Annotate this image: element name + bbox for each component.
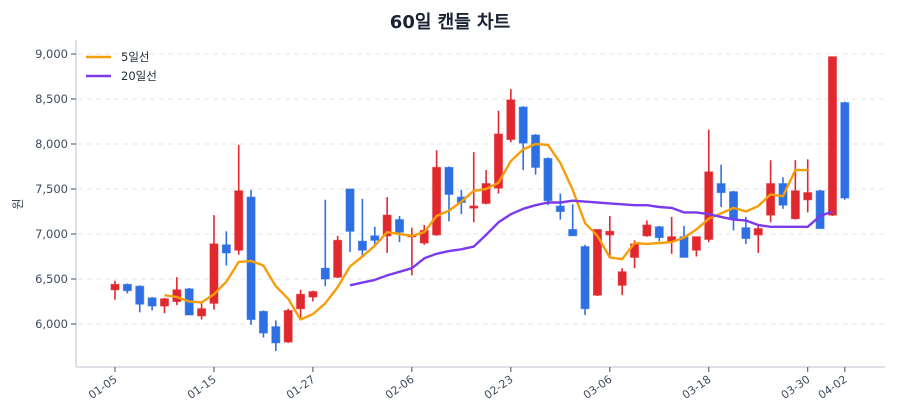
candle-up — [642, 220, 652, 237]
y-tick-label: 7,500 — [35, 182, 68, 196]
candles — [110, 56, 850, 351]
candle-down — [654, 225, 664, 242]
candle-up — [469, 152, 479, 223]
candle-up — [592, 229, 602, 297]
candle-up — [827, 56, 837, 216]
candle-down — [221, 231, 231, 266]
candle-up — [617, 268, 627, 296]
x-tick-label: 04-02 — [816, 373, 850, 402]
candle-up — [110, 280, 120, 300]
candle-down — [444, 166, 454, 222]
candle-up — [159, 297, 169, 314]
y-axis-label: 원 — [11, 198, 25, 209]
candle-up — [333, 235, 343, 279]
legend-item: 20일선 — [86, 69, 157, 83]
candle-down — [395, 216, 405, 243]
candle-up — [172, 277, 182, 306]
x-tick-label: 03-30 — [779, 373, 813, 402]
candle-up — [704, 129, 714, 243]
candle-up — [296, 289, 306, 321]
ma5-line — [164, 142, 808, 321]
candle-up — [667, 216, 677, 254]
candle-up — [382, 197, 392, 253]
candle-up — [803, 159, 813, 213]
candle-up — [605, 216, 615, 258]
x-tick-label: 01-27 — [284, 373, 318, 402]
y-axis-ticks: 6,000 6,500 7,000 7,500 8,000 8,500 9,000 — [35, 47, 76, 331]
candle-down — [543, 157, 553, 206]
candle-down — [518, 106, 528, 171]
candle-down — [815, 189, 825, 230]
x-tick-label: 02-06 — [383, 373, 417, 402]
candle-down — [840, 101, 850, 200]
candle-up — [308, 290, 318, 302]
candle-up — [753, 224, 763, 253]
candle-up — [691, 236, 701, 257]
candle-up — [481, 170, 491, 205]
candle-down — [580, 244, 590, 315]
candle-down — [135, 285, 145, 313]
x-tick-label: 03-06 — [581, 373, 615, 402]
moving-average-lines — [164, 142, 833, 321]
candle-down — [320, 199, 330, 287]
x-tick-label: 02-23 — [482, 373, 516, 402]
x-axis-ticks: 01-05 01-15 01-27 02-06 02-23 03-06 03-18 03-30… — [86, 367, 850, 402]
legend-label: 20일선 — [121, 69, 157, 83]
ma20-line — [349, 199, 833, 287]
axes — [75, 40, 885, 368]
candle-up — [283, 308, 293, 343]
legend-item: 5일선 — [86, 50, 149, 64]
candle-down — [679, 225, 689, 258]
candle-up — [506, 89, 516, 143]
y-tick-label: 8,500 — [35, 92, 68, 106]
candle-down — [122, 283, 132, 294]
candle-up — [766, 160, 776, 223]
candle-down — [271, 320, 281, 351]
candle-up — [234, 144, 244, 255]
y-tick-label: 6,000 — [35, 317, 68, 331]
y-tick-label: 9,000 — [35, 47, 68, 61]
candle-down — [531, 134, 541, 175]
candle-down — [246, 189, 256, 325]
candle-down — [568, 204, 578, 237]
y-tick-label: 7,000 — [35, 227, 68, 241]
legend: 5일선 20일선 — [86, 50, 157, 83]
y-tick-label: 6,500 — [35, 272, 68, 286]
x-tick-label: 01-15 — [185, 373, 219, 402]
candle-down — [147, 297, 157, 311]
candle-down — [357, 198, 367, 258]
chart-title: 60일 캔들 차트 — [389, 12, 511, 33]
candle-down — [370, 226, 380, 245]
candle-up — [197, 302, 207, 320]
legend-label: 5일선 — [121, 50, 149, 64]
candle-down — [258, 310, 268, 338]
y-tick-label: 8,000 — [35, 137, 68, 151]
candle-down — [729, 190, 738, 231]
candle-down — [555, 193, 565, 220]
x-tick-label: 03-18 — [680, 373, 714, 402]
x-tick-label: 01-05 — [86, 373, 120, 402]
candle-down — [716, 164, 726, 207]
candle-down — [345, 188, 355, 252]
candle-up — [432, 150, 442, 236]
candle-up — [493, 110, 503, 194]
